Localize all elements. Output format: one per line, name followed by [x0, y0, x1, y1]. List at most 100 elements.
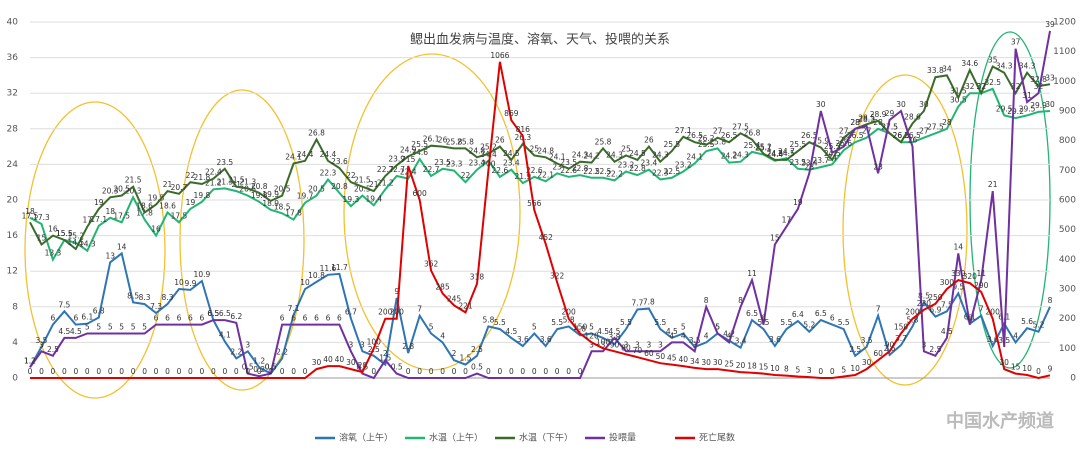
- series-line: [29, 30, 1051, 380]
- watermark: 中国水产频道: [946, 410, 1054, 432]
- data-label: 200: [378, 308, 393, 317]
- data-label: 30: [312, 358, 322, 367]
- y-tick-label: 36: [7, 53, 19, 63]
- data-label: 30: [701, 358, 711, 367]
- y-tick-label: 20: [7, 196, 19, 206]
- data-label: 5.6: [1021, 317, 1033, 326]
- data-label: 26.5: [847, 131, 864, 140]
- data-label: 2: [452, 349, 457, 358]
- data-label: 19: [793, 198, 803, 207]
- data-label: 3: [245, 340, 250, 349]
- data-label: 25: [724, 360, 734, 369]
- data-label: 25.8: [446, 137, 463, 146]
- data-label: 6.9: [929, 306, 941, 315]
- data-label: 23.5: [560, 158, 577, 167]
- data-label: 25.5: [411, 140, 428, 149]
- data-label: 100: [596, 337, 611, 346]
- data-label: 5.5: [780, 318, 792, 327]
- data-label: 14.5: [67, 238, 84, 247]
- data-label: 869: [504, 109, 519, 118]
- data-label: 0.5: [356, 363, 368, 372]
- data-label: 19.4: [365, 194, 382, 203]
- data-label: 3: [922, 340, 927, 349]
- data-label: 3: [658, 340, 663, 349]
- y2-tick-label: 1100: [1053, 47, 1076, 57]
- data-label: 6: [73, 314, 78, 323]
- data-label: 6.5: [207, 309, 219, 318]
- data-label: 22: [346, 171, 356, 180]
- data-label: 7.7: [631, 298, 643, 307]
- data-label: 26.8: [308, 128, 325, 137]
- data-label: 11: [747, 269, 757, 278]
- data-label: 3: [646, 340, 651, 349]
- data-label: 2.5: [47, 345, 59, 354]
- data-label: 24.1: [686, 153, 703, 162]
- data-label: 22: [461, 171, 471, 180]
- data-label: 13: [105, 251, 115, 260]
- data-label: 5.5: [494, 318, 506, 327]
- data-label: 5: [85, 323, 90, 332]
- data-label: 27.5: [927, 122, 944, 131]
- data-label: 150: [894, 323, 909, 332]
- data-label: 26: [644, 136, 654, 145]
- data-label: 24.2: [583, 152, 600, 161]
- data-label: 6: [200, 314, 205, 323]
- data-label: 28.3: [858, 115, 875, 124]
- y2-tick-label: 100: [1059, 344, 1076, 354]
- data-label: 10: [300, 278, 310, 287]
- data-label: 290: [974, 281, 989, 290]
- data-label: 7.5: [58, 300, 70, 309]
- data-label: 322: [550, 271, 565, 280]
- data-label: 25.8: [595, 137, 612, 146]
- y2-tick-label: 300: [1059, 285, 1076, 295]
- data-label: 0: [39, 367, 44, 376]
- data-label: 26.8: [744, 128, 761, 137]
- y2-tick-label: 1000: [1053, 77, 1076, 87]
- data-label: 34: [690, 357, 700, 366]
- data-label: 5.5: [620, 318, 632, 327]
- data-label: 20.5: [308, 185, 325, 194]
- data-label: 20.8: [331, 182, 348, 191]
- data-label: 22.3: [320, 169, 337, 178]
- data-label: 27.5: [732, 122, 749, 131]
- data-label: 300: [940, 278, 955, 287]
- data-label: 4: [727, 331, 732, 340]
- data-label: 20: [736, 361, 746, 370]
- data-label: 30: [1045, 100, 1055, 109]
- data-label: 6.5: [207, 309, 219, 318]
- data-label: 4: [704, 331, 709, 340]
- data-label: 26.5: [904, 131, 921, 140]
- data-label: 30: [896, 100, 906, 109]
- data-label: 0: [291, 367, 296, 376]
- data-label: 26: [908, 136, 918, 145]
- data-label: 21.2: [205, 178, 222, 187]
- data-label: 21: [163, 180, 173, 189]
- data-label: 7.8: [643, 298, 655, 307]
- data-label: 4: [681, 331, 686, 340]
- series-line: [30, 61, 1051, 380]
- data-label: 221: [458, 301, 473, 310]
- data-label: 27.1: [675, 126, 692, 135]
- data-label: 0: [85, 367, 90, 376]
- data-label: 25.6: [835, 139, 852, 148]
- data-label: 30.5: [950, 96, 967, 105]
- data-label: 0.5: [471, 363, 483, 372]
- data-label: 8: [784, 365, 789, 374]
- data-label: 0: [211, 367, 216, 376]
- data-label: 3.5: [861, 336, 873, 345]
- data-label: 452: [539, 233, 554, 242]
- data-label: 32.8: [1030, 75, 1047, 84]
- data-label: 2.2: [276, 347, 288, 356]
- data-label: 3: [635, 340, 640, 349]
- data-label: 21.5: [354, 176, 371, 185]
- data-label: 5: [715, 323, 720, 332]
- y2-tick-label: 800: [1059, 136, 1076, 146]
- data-label: 22.3: [652, 169, 669, 178]
- data-label: 3.6: [517, 335, 529, 344]
- data-label: 11: [976, 269, 986, 278]
- data-label: 120: [584, 331, 599, 340]
- data-label: 100: [367, 337, 382, 346]
- data-label: 29: [885, 109, 895, 118]
- data-label: 21.2: [377, 178, 394, 187]
- data-label: 6: [830, 314, 835, 323]
